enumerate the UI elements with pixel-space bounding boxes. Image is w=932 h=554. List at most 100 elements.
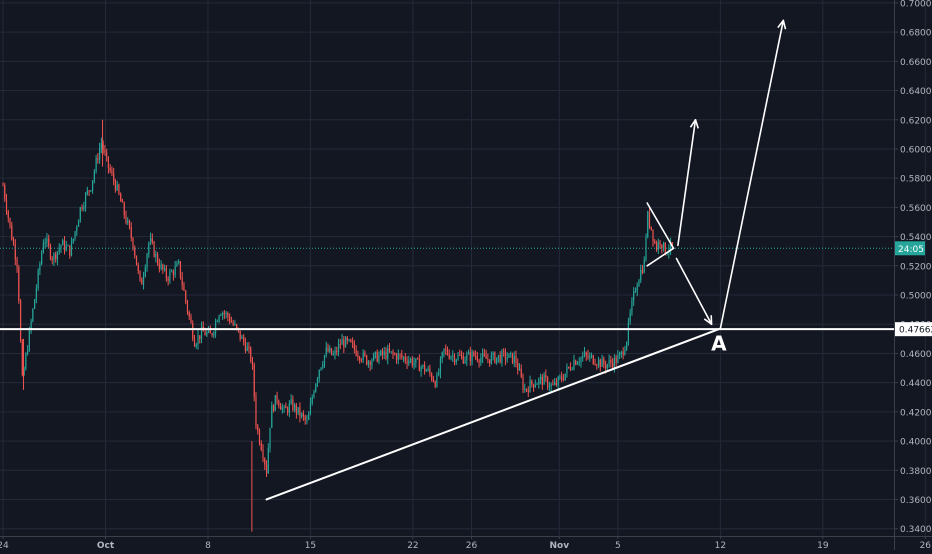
candle-body	[452, 355, 454, 357]
arrow-down-head[interactable]	[703, 315, 713, 326]
candle-body	[142, 276, 145, 285]
level-price-badge	[895, 322, 932, 337]
candle-body	[12, 239, 15, 245]
candle-body	[209, 329, 211, 334]
candle-body	[281, 407, 283, 410]
candle-body	[225, 312, 227, 314]
candle-body	[106, 152, 108, 157]
candle-body	[554, 382, 556, 385]
candle-body	[153, 242, 155, 257]
candle-body	[666, 252, 668, 255]
candle-body	[79, 207, 81, 221]
arrow-up-small[interactable]	[677, 118, 697, 247]
candle-body	[77, 220, 80, 227]
candle-body	[450, 356, 452, 359]
candle-body	[267, 448, 269, 474]
candle-body	[258, 430, 261, 444]
candle-body	[471, 351, 473, 361]
candle-body	[436, 374, 438, 387]
candle-body	[424, 364, 426, 372]
candle-body	[227, 312, 229, 317]
candle-body	[425, 370, 427, 372]
user-drawings[interactable]: A	[0, 19, 894, 501]
time-axis[interactable]: 24 Oct 8 15 22 26 Nov 5 12 19 26	[0, 536, 931, 551]
candle-body	[62, 240, 64, 246]
candle-body	[4, 185, 6, 199]
candle-body	[575, 360, 577, 365]
last-price-badge	[895, 241, 925, 256]
candle-body	[288, 403, 290, 413]
candle-body	[74, 231, 76, 239]
arrow-up-small-head[interactable]	[689, 118, 699, 129]
candle-body	[589, 355, 591, 358]
pennant-lower-line[interactable]	[646, 247, 675, 267]
candle-body	[19, 300, 22, 342]
candle-body	[580, 357, 582, 363]
candle-body	[615, 357, 617, 363]
candle-body	[55, 253, 57, 260]
arrow-down[interactable]	[675, 257, 713, 326]
candle-body	[439, 358, 442, 373]
candle-body	[550, 383, 552, 387]
candle-body	[276, 395, 278, 402]
candle-body	[531, 380, 533, 385]
candle-body	[91, 180, 94, 191]
candle-body	[329, 348, 331, 352]
candle-body	[573, 360, 575, 369]
candle-body	[492, 352, 494, 356]
candle-body	[415, 358, 417, 363]
candle-body	[524, 388, 526, 390]
candle-body	[346, 337, 348, 341]
candle-body	[538, 378, 540, 384]
candle-body	[318, 369, 320, 379]
candle-body	[285, 406, 287, 409]
candle-body	[99, 147, 101, 160]
candle-body	[547, 377, 549, 388]
candle-body	[469, 352, 471, 361]
candle-body	[585, 352, 587, 356]
candle-body	[174, 266, 176, 276]
candle-body	[634, 291, 637, 293]
candle-body	[448, 354, 450, 359]
candle-body	[183, 285, 185, 291]
time-tick-label: 19	[817, 541, 829, 550]
candle-body	[186, 301, 189, 312]
candle-body	[343, 339, 345, 348]
candle-body	[511, 352, 514, 364]
arrow-up-big[interactable]	[719, 19, 785, 330]
candle-body	[641, 269, 644, 273]
candle-body	[624, 349, 626, 355]
candle-body	[631, 300, 633, 313]
ascending-trendline[interactable]	[265, 327, 722, 501]
candle-body	[250, 347, 252, 361]
candle-body	[483, 353, 485, 356]
candle-body	[193, 338, 196, 347]
candle-body	[620, 351, 622, 354]
candle-body	[265, 464, 268, 474]
pennant-upper-line[interactable]	[646, 202, 675, 250]
candle-body	[146, 254, 148, 268]
candle-body	[664, 242, 666, 255]
candle-body	[422, 364, 424, 368]
arrow-up-big-head[interactable]	[777, 19, 787, 30]
candle-body	[241, 336, 243, 339]
candle-body	[128, 220, 131, 228]
candle-body	[619, 353, 621, 356]
candle-body	[239, 330, 241, 339]
candle-body	[301, 413, 303, 417]
candle-body	[165, 268, 167, 279]
candle-body	[39, 263, 41, 271]
candle-body	[116, 184, 118, 190]
candle-body	[408, 360, 410, 364]
candle-body	[529, 380, 531, 393]
candle-body	[306, 419, 308, 421]
